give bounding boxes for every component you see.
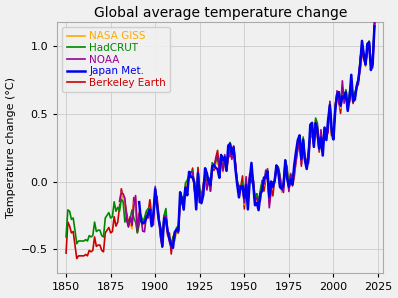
- Japan Met.: [294, 150, 298, 153]
- NOAA: [197, 192, 202, 196]
- HadCRUT: [67, 209, 72, 213]
- Berkeley Earth: [328, 103, 332, 107]
- NOAA: [135, 229, 140, 232]
- Line: NASA GISS: NASA GISS: [119, 7, 376, 246]
- HadCRUT: [372, 20, 377, 24]
- Legend: NASA GISS, HadCRUT, NOAA, Japan Met., Berkeley Earth: NASA GISS, HadCRUT, NOAA, Japan Met., Be…: [62, 27, 170, 92]
- Japan Met.: [365, 42, 370, 46]
- Berkeley Earth: [269, 187, 273, 190]
- NASA GISS: [267, 203, 272, 206]
- Japan Met.: [301, 138, 306, 142]
- Line: NOAA: NOAA: [119, 23, 375, 248]
- HadCRUT: [74, 242, 79, 246]
- HadCRUT: [78, 239, 83, 243]
- Japan Met.: [137, 200, 142, 204]
- NASA GISS: [130, 227, 135, 231]
- NOAA: [328, 100, 332, 103]
- Japan Met.: [287, 185, 291, 188]
- NASA GISS: [374, 5, 378, 9]
- HadCRUT: [64, 235, 68, 239]
- Japan Met.: [171, 246, 176, 250]
- Berkeley Earth: [74, 257, 79, 260]
- NASA GISS: [358, 62, 363, 66]
- Berkeley Earth: [295, 146, 300, 150]
- NOAA: [324, 135, 329, 139]
- NASA GISS: [169, 245, 174, 248]
- HadCRUT: [231, 145, 236, 148]
- Berkeley Earth: [64, 251, 68, 255]
- NASA GISS: [117, 201, 122, 205]
- Title: Global average temperature change: Global average temperature change: [94, 6, 347, 20]
- Line: Berkeley Earth: Berkeley Earth: [66, 18, 376, 259]
- Y-axis label: Temperature change (°C): Temperature change (°C): [6, 77, 16, 218]
- NOAA: [372, 21, 377, 24]
- Japan Met.: [153, 187, 158, 191]
- Japan Met.: [372, 24, 377, 28]
- Japan Met.: [360, 39, 365, 43]
- Line: HadCRUT: HadCRUT: [66, 22, 375, 244]
- Berkeley Earth: [374, 16, 378, 19]
- Berkeley Earth: [90, 249, 95, 252]
- NOAA: [117, 199, 122, 203]
- HadCRUT: [294, 156, 298, 159]
- Line: Japan Met.: Japan Met.: [139, 26, 375, 248]
- NASA GISS: [313, 119, 318, 122]
- HadCRUT: [269, 185, 273, 189]
- Berkeley Earth: [154, 194, 159, 198]
- NOAA: [169, 246, 174, 249]
- NOAA: [301, 141, 306, 145]
- NOAA: [154, 201, 159, 204]
- HadCRUT: [98, 228, 102, 232]
- NASA GISS: [320, 146, 325, 150]
- NASA GISS: [119, 190, 124, 194]
- Berkeley Earth: [174, 231, 179, 235]
